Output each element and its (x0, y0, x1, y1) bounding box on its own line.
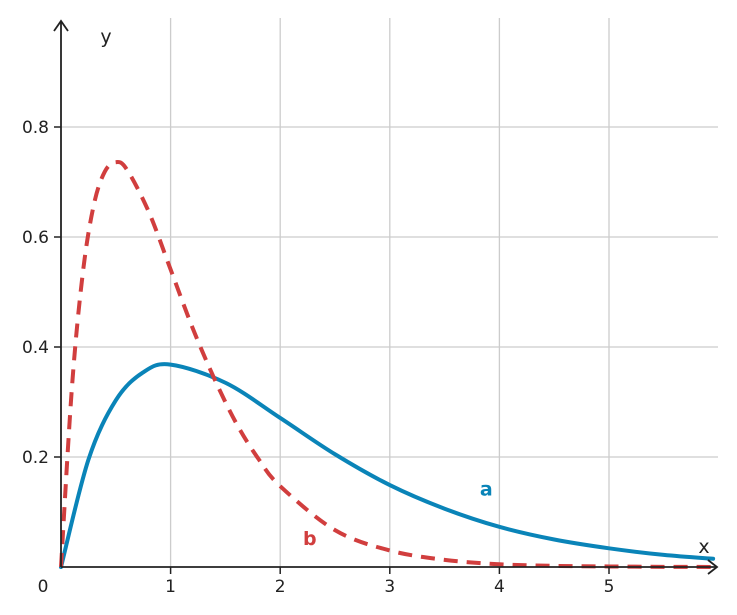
x-axis-arrow (707, 559, 719, 575)
y-tick-label: 0.4 (22, 338, 49, 358)
series-label-a: a (480, 479, 493, 501)
y-axis-label: y (100, 26, 111, 48)
y-tick-label: 0.2 (22, 448, 49, 468)
labels: 1 2 3 4 5 0.2 0.4 0.6 0.8 0 x y a b (22, 26, 710, 597)
grid-lines (61, 18, 718, 567)
axes (53, 19, 719, 575)
y-axis-arrow (53, 19, 69, 32)
x-tick-label: 1 (165, 577, 176, 597)
x-tick-label: 2 (275, 577, 286, 597)
series-layer (59, 160, 716, 569)
series-label-b: b (303, 528, 317, 550)
y-tick-label: 0.8 (22, 118, 49, 138)
x-tick-label: 3 (384, 577, 395, 597)
origin-label: 0 (38, 577, 49, 597)
series-line-b (59, 160, 714, 569)
x-tick-label: 5 (604, 577, 615, 597)
y-tick-label: 0.6 (22, 228, 49, 248)
series-line-a (59, 362, 716, 569)
x-axis-label: x (698, 536, 709, 558)
x-tick-label: 4 (494, 577, 505, 597)
